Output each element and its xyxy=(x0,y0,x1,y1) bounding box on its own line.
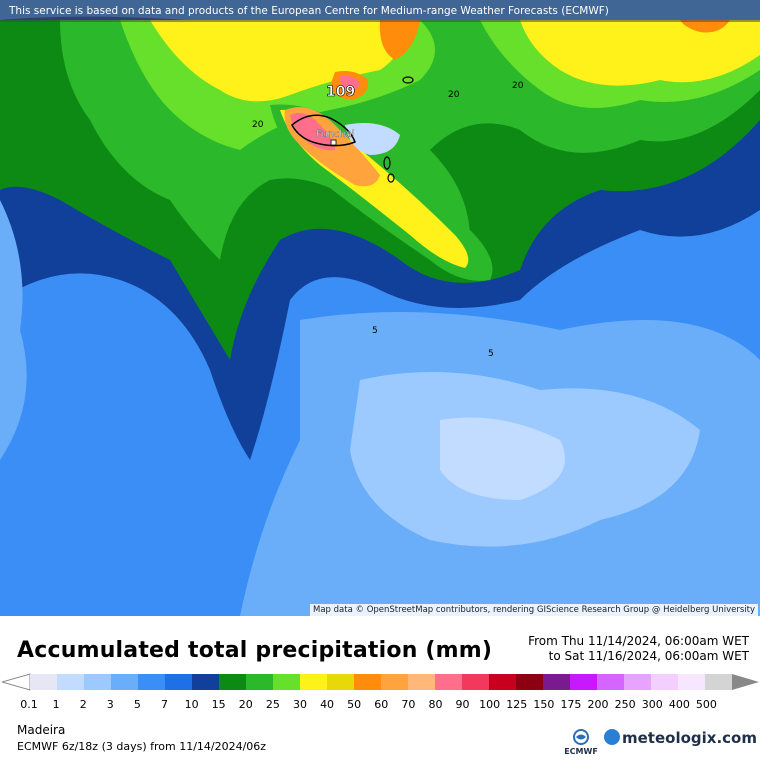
scale-swatch xyxy=(651,674,679,690)
scale-swatch xyxy=(489,674,517,690)
scale-swatch xyxy=(30,674,58,690)
period-from: From Thu 11/14/2024, 06:00am WET xyxy=(528,634,749,648)
forecast-period: From Thu 11/14/2024, 06:00am WET to Sat … xyxy=(528,634,749,664)
scale-tick-label: 125 xyxy=(506,698,528,711)
scale-high-arrow xyxy=(732,674,759,690)
precipitation-map[interactable]: Funchal 109 20 20 20 5 5 This service is… xyxy=(0,0,760,616)
scale-tick-label: 10 xyxy=(184,698,199,711)
region-name: Madeira xyxy=(17,723,66,737)
scale-tick-label: 30 xyxy=(292,698,307,711)
scale-swatch xyxy=(354,674,382,690)
meteologix-icon xyxy=(604,729,620,745)
scale-swatch xyxy=(246,674,274,690)
scale-swatch xyxy=(543,674,571,690)
scale-swatch xyxy=(678,674,706,690)
meteologix-logo[interactable]: meteologix.com xyxy=(604,729,757,747)
contour-label: 20 xyxy=(448,90,460,100)
scale-swatch xyxy=(111,674,139,690)
contour-label: 20 xyxy=(252,120,264,130)
scale-swatch xyxy=(219,674,247,690)
scale-tick-label: 70 xyxy=(401,698,416,711)
core-north-pink xyxy=(340,75,360,92)
contour-label: 5 xyxy=(372,326,378,336)
scale-tick-label: 40 xyxy=(320,698,335,711)
contour-label: 20 xyxy=(512,81,524,91)
precip-zone-west xyxy=(0,200,27,460)
scale-swatch xyxy=(84,674,112,690)
map-attribution[interactable]: Map data © OpenStreetMap contributors, r… xyxy=(310,604,758,616)
scale-tick-label: 3 xyxy=(106,698,114,711)
core-far-ne xyxy=(680,20,730,33)
scale-tick-label: 150 xyxy=(533,698,555,711)
scale-tick-label: 500 xyxy=(695,698,717,711)
scale-tick-label: 250 xyxy=(614,698,636,711)
scale-tick-label: 50 xyxy=(347,698,362,711)
scale-tick-label: 2 xyxy=(79,698,87,711)
scale-tick-label: 20 xyxy=(238,698,253,711)
precip-zone-30-ne xyxy=(520,20,760,86)
scale-swatch xyxy=(570,674,598,690)
scale-swatch xyxy=(381,674,409,690)
scale-swatch xyxy=(408,674,436,690)
scale-swatch xyxy=(435,674,463,690)
chart-title: Accumulated total precipitation (mm) xyxy=(17,638,493,663)
scale-tick-label: 7 xyxy=(160,698,168,711)
scale-swatch xyxy=(273,674,301,690)
scale-swatch xyxy=(516,674,544,690)
funchal-shadow xyxy=(345,122,400,155)
scale-tick-label: 0.1 xyxy=(20,698,38,711)
scale-swatch xyxy=(165,674,193,690)
scale-tick-label: 90 xyxy=(455,698,470,711)
desertas-outline-1 xyxy=(383,156,391,170)
scale-tick-label: 15 xyxy=(211,698,226,711)
scale-tick-label: 400 xyxy=(668,698,690,711)
core-pink xyxy=(290,112,335,151)
ecmwf-logo-text: ECMWF xyxy=(564,747,598,756)
scale-tick-label: 1 xyxy=(52,698,60,711)
scale-tick-label: 80 xyxy=(428,698,443,711)
scale-swatch xyxy=(624,674,652,690)
funchal-marker[interactable] xyxy=(330,139,337,146)
funchal-label: Funchal xyxy=(316,129,355,140)
island-outline xyxy=(291,114,356,147)
scale-swatch xyxy=(327,674,355,690)
legend-footer: Accumulated total precipitation (mm) Fro… xyxy=(0,616,760,760)
scale-swatch xyxy=(462,674,490,690)
scale-tick-label: 25 xyxy=(265,698,280,711)
contour-label: 5 xyxy=(488,349,494,359)
scale-swatch xyxy=(300,674,328,690)
precip-zone-30 xyxy=(150,20,403,102)
max-value-label: 109 xyxy=(326,84,355,100)
scale-tick-label: 60 xyxy=(374,698,389,711)
porto-santo-outline xyxy=(402,76,414,84)
scale-tick-label: 300 xyxy=(641,698,663,711)
color-scale-ticks: 0.1 1 2 3 5 7 10 15 20 25 30 40 50 60 70 80 90 100 125 150 1… xyxy=(17,698,737,712)
scale-swatch xyxy=(597,674,625,690)
scale-swatch xyxy=(138,674,166,690)
scale-tick-label: 175 xyxy=(560,698,582,711)
color-scale xyxy=(2,673,759,691)
map-canvas: Funchal 109 20 20 20 5 5 xyxy=(0,0,760,616)
scale-tick-label: 5 xyxy=(133,698,141,711)
period-to: to Sat 11/16/2024, 06:00am WET xyxy=(548,649,749,663)
scale-swatch xyxy=(192,674,220,690)
desertas-outline-2 xyxy=(387,173,395,183)
scale-swatch xyxy=(705,674,733,690)
scale-tick-label: 100 xyxy=(479,698,501,711)
precip-zone-1 xyxy=(440,417,565,500)
ecmwf-notice: This service is based on data and produc… xyxy=(0,0,760,22)
core-ne-orange xyxy=(379,20,420,60)
brand-name: meteologix.com xyxy=(622,729,757,747)
scale-swatch xyxy=(57,674,85,690)
model-info: ECMWF 6z/18z (3 days) from 11/14/2024/06… xyxy=(17,740,267,753)
scale-low-arrow xyxy=(2,673,31,691)
ecmwf-logo: ECMWF xyxy=(564,729,598,756)
scale-tick-label: 200 xyxy=(587,698,609,711)
